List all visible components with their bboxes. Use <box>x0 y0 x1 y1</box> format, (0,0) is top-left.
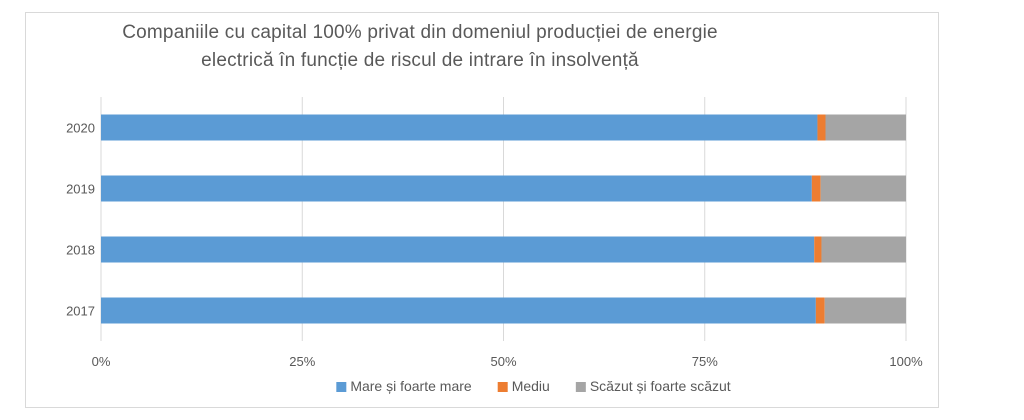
category-label: 2018 <box>66 243 95 258</box>
bar-segment <box>101 175 812 202</box>
x-tick-label: 0% <box>92 354 111 369</box>
category-label: 2017 <box>66 304 95 319</box>
bars-layer <box>101 114 906 324</box>
category-label: 2019 <box>66 182 95 197</box>
bar-segment <box>817 114 826 141</box>
legend-label: Mare și foarte mare <box>350 378 472 394</box>
bar-segment <box>821 236 906 263</box>
bar-segment <box>811 175 821 202</box>
legend-swatch <box>497 382 508 392</box>
category-labels: 2020 2019 2018 2017 <box>66 121 95 319</box>
chart-svg: 2020 2019 2018 2017 0% 25% 50% 75% 100% Mare și… <box>66 97 923 394</box>
x-tick-label: 100% <box>889 354 923 369</box>
bar-segment <box>820 175 906 202</box>
bar-segment <box>824 297 906 324</box>
category-label: 2020 <box>66 121 95 136</box>
bar-segment <box>101 114 818 141</box>
bar-segment <box>814 236 822 263</box>
chart-title: Companiile cu capital 100% privat din do… <box>40 19 800 75</box>
x-tick-label: 75% <box>692 354 718 369</box>
chart-title-line-1: Companiile cu capital 100% privat din do… <box>122 22 718 43</box>
legend: Mare și foarte mare Mediu Scăzut și foarte… <box>336 378 731 394</box>
legend-label: Mediu <box>512 378 550 394</box>
x-tick-label: 50% <box>490 354 516 369</box>
bar-segment <box>101 297 816 324</box>
x-tick-labels: 0% 25% 50% 75% 100% <box>92 354 923 369</box>
bar-segment <box>101 236 815 263</box>
chart-frame: Companiile cu capital 100% privat din do… <box>25 12 939 408</box>
legend-swatch <box>336 382 347 392</box>
legend-label: Scăzut și foarte scăzut <box>590 378 731 394</box>
legend-swatch <box>575 382 586 392</box>
bar-segment <box>825 114 906 141</box>
chart-title-line-2: electrică în funcție de riscul de intrar… <box>201 50 639 71</box>
bar-segment <box>815 297 825 324</box>
x-tick-label: 25% <box>289 354 315 369</box>
